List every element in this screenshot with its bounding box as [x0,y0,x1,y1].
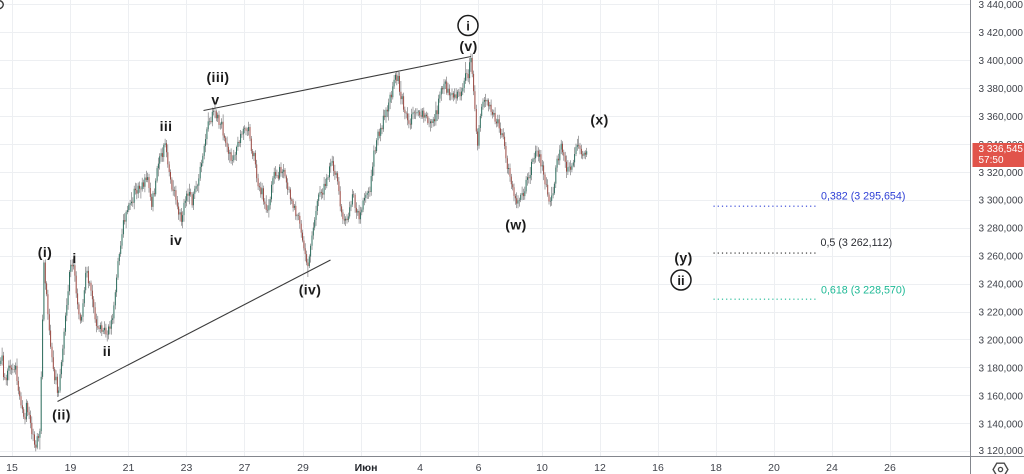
svg-text:(iv): (iv) [299,282,322,298]
svg-text:3 140,000: 3 140,000 [979,420,1024,431]
svg-text:3 320,000: 3 320,000 [979,168,1024,179]
svg-text:i: i [466,19,470,34]
svg-text:0,5 (3 262,112): 0,5 (3 262,112) [821,237,893,249]
svg-text:20: 20 [768,462,780,474]
svg-text:3 160,000: 3 160,000 [979,392,1024,403]
svg-text:3 200,000: 3 200,000 [979,336,1024,347]
svg-text:(ii): (ii) [52,407,71,423]
svg-text:ii: ii [677,273,684,288]
svg-text:iv: iv [170,232,182,248]
svg-text:4: 4 [417,462,423,474]
svg-text:i: i [72,250,76,266]
svg-text:(w): (w) [505,217,526,233]
svg-text:Июн: Июн [355,462,378,474]
svg-text:3 360,000: 3 360,000 [979,112,1024,123]
svg-text:3 120,000: 3 120,000 [979,446,1024,457]
svg-text:16: 16 [652,462,664,474]
svg-text:3 420,000: 3 420,000 [979,28,1024,39]
svg-text:(v): (v) [459,38,477,54]
svg-text:57:50: 57:50 [979,155,1004,166]
svg-text:3 400,000: 3 400,000 [979,56,1024,67]
svg-text:v: v [211,92,219,108]
svg-text:3 220,000: 3 220,000 [979,308,1024,319]
svg-text:(i): (i) [38,244,52,260]
svg-text:0,382 (3 295,654): 0,382 (3 295,654) [821,191,905,203]
svg-text:21: 21 [123,462,135,474]
svg-text:27: 27 [239,462,251,474]
svg-text:(iii): (iii) [207,69,230,85]
svg-text:0,618 (3 228,570): 0,618 (3 228,570) [821,284,905,296]
svg-text:15: 15 [6,462,18,474]
svg-text:26: 26 [884,462,896,474]
svg-text:3 240,000: 3 240,000 [979,280,1024,291]
svg-text:3 380,000: 3 380,000 [979,84,1024,95]
svg-text:3 180,000: 3 180,000 [979,364,1024,375]
svg-text:3 336,545: 3 336,545 [979,144,1024,155]
svg-text:12: 12 [594,462,606,474]
svg-text:10: 10 [536,462,548,474]
svg-text:iii: iii [160,118,173,134]
svg-text:ii: ii [103,343,112,359]
svg-text:3 260,000: 3 260,000 [979,252,1024,263]
svg-text:24: 24 [826,462,838,474]
svg-text:3 280,000: 3 280,000 [979,224,1024,235]
svg-text:3 300,000: 3 300,000 [979,196,1024,207]
svg-text:29: 29 [297,462,309,474]
svg-text:3 440,000: 3 440,000 [979,0,1024,11]
svg-text:(y): (y) [674,250,692,266]
svg-text:6: 6 [476,462,482,474]
svg-text:23: 23 [181,462,193,474]
svg-text:19: 19 [65,462,77,474]
svg-text:18: 18 [710,462,722,474]
svg-text:(x): (x) [590,112,608,128]
